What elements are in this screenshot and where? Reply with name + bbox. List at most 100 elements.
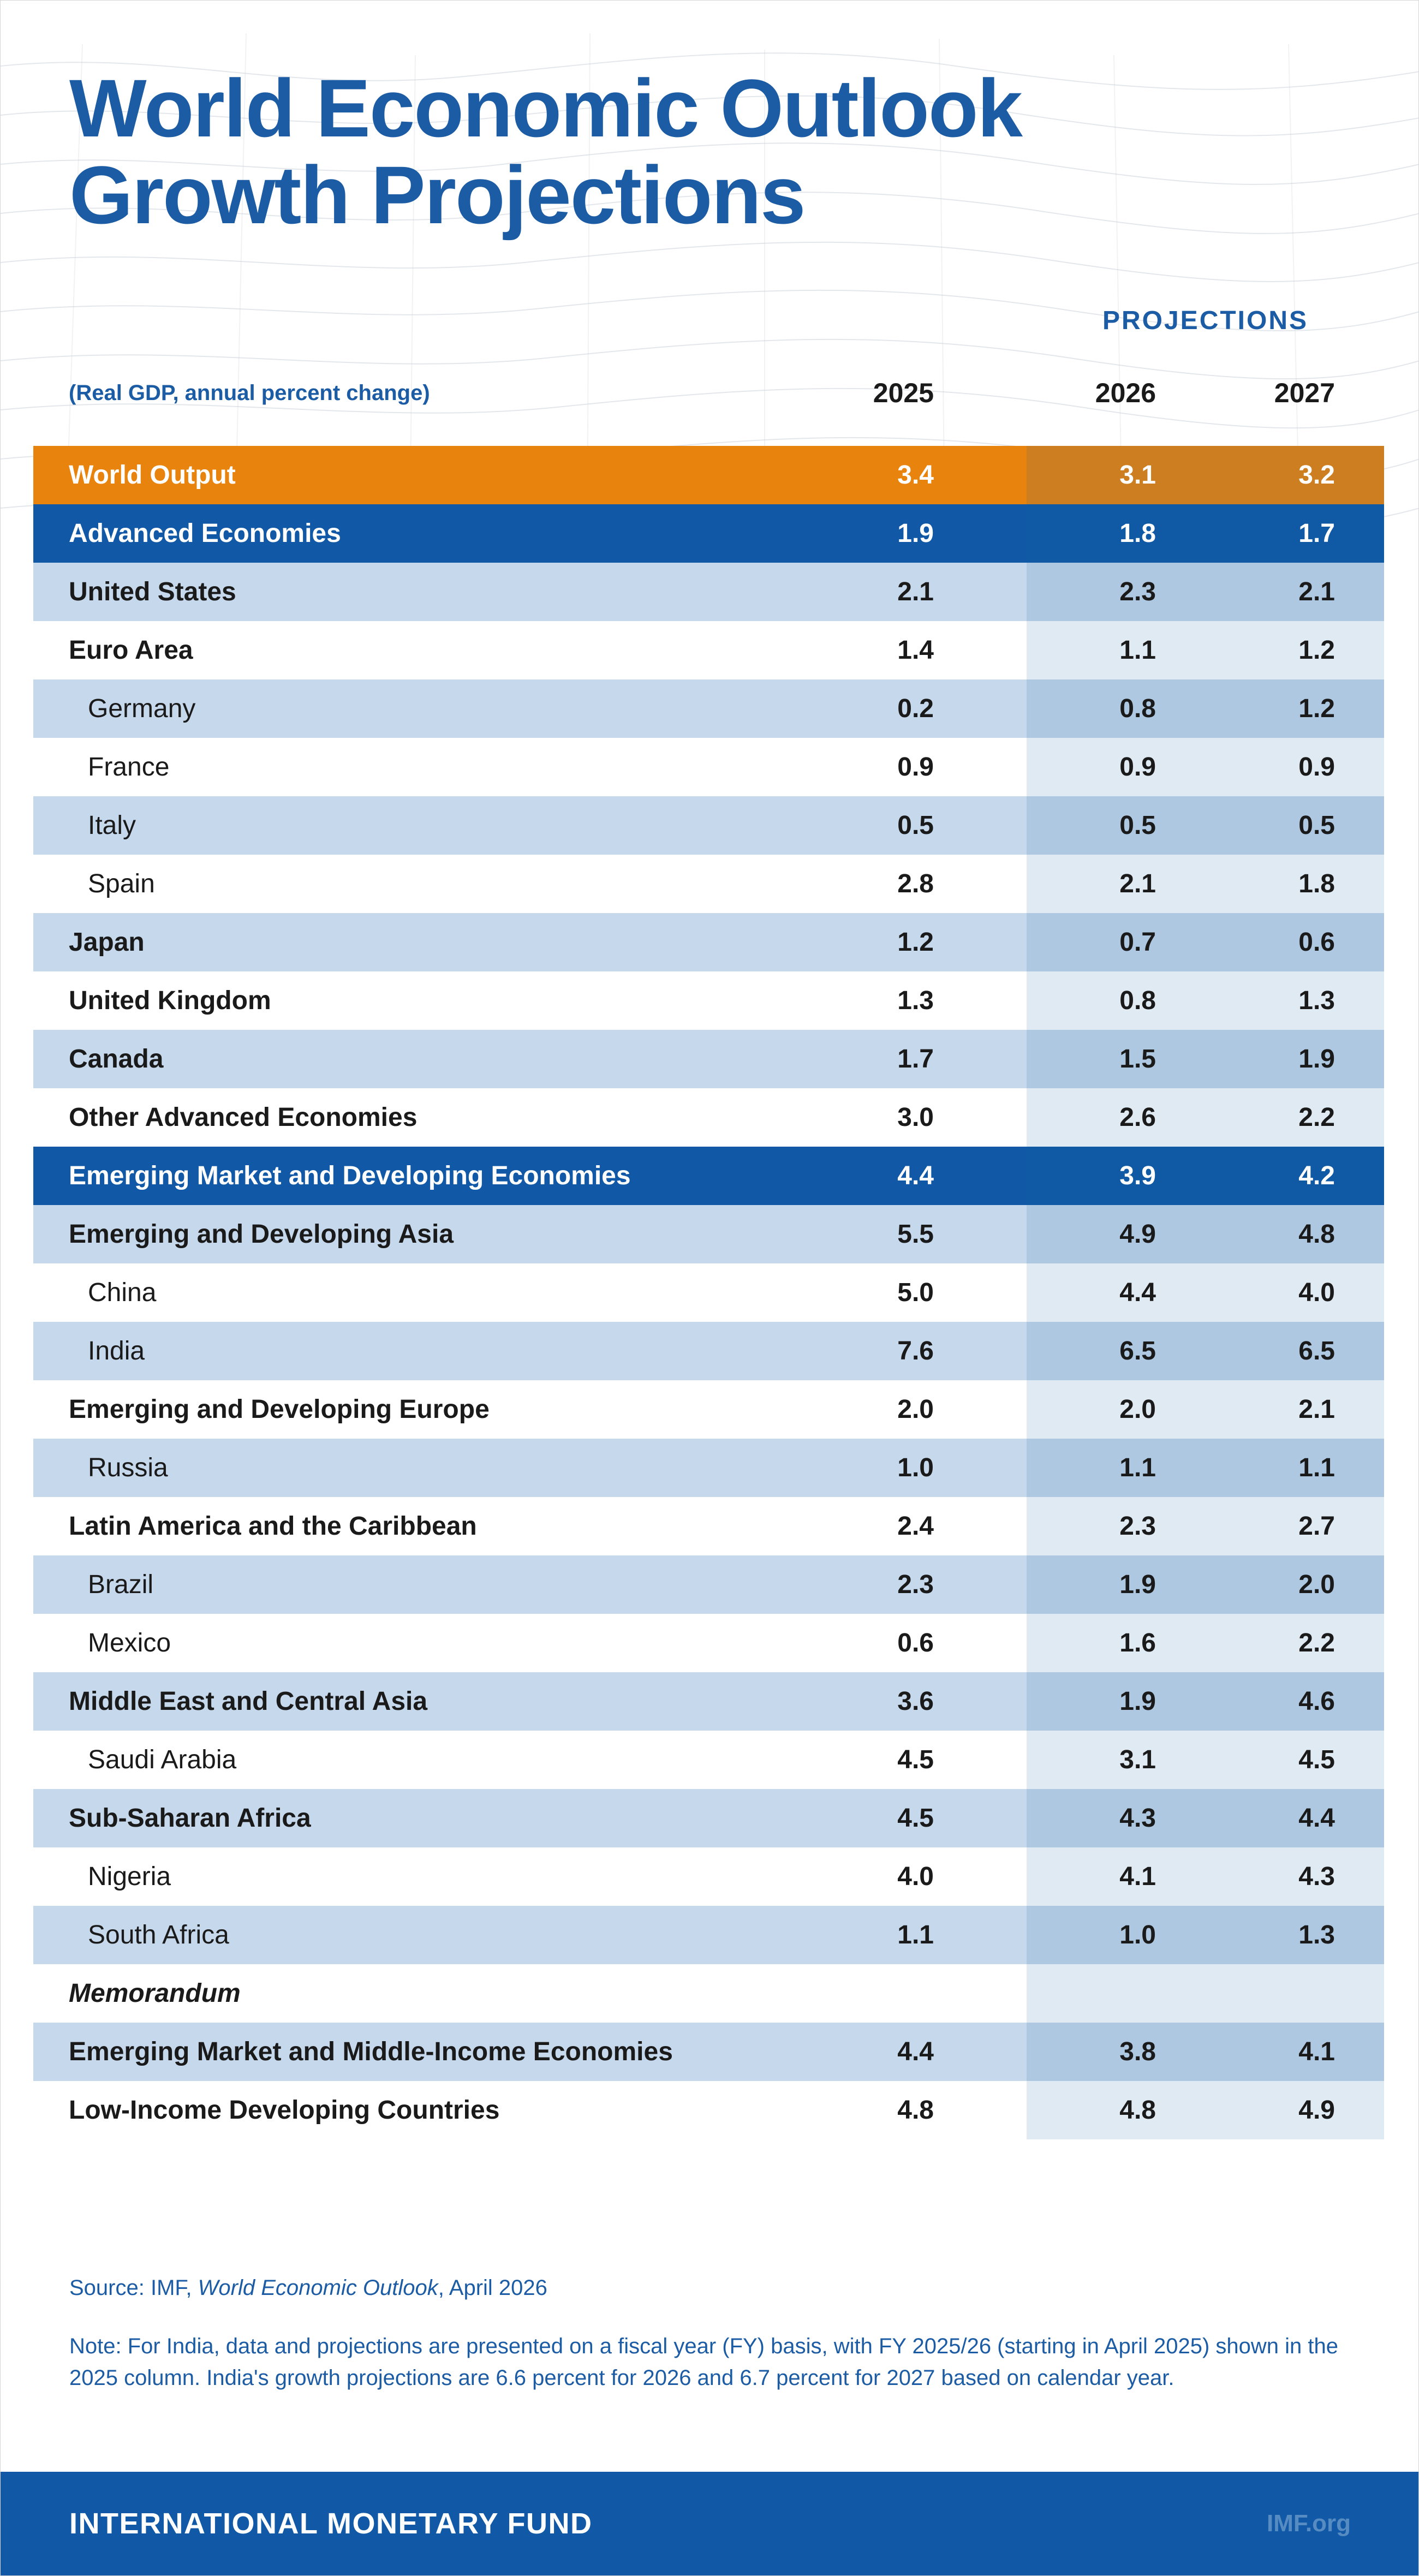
row-label: Latin America and the Caribbean	[69, 1512, 477, 1541]
row-value: 4.3	[1027, 1789, 1205, 1847]
table-row: Other Advanced Economies 3.0 2.6 2.2	[33, 1088, 1384, 1147]
row-spacer	[953, 1906, 1027, 1964]
row-label: Emerging Market and Middle-Income Econom…	[69, 2037, 673, 2066]
table-row: Germany 0.2 0.8 1.2	[33, 679, 1384, 738]
row-value: 2.1	[1027, 855, 1205, 913]
year-header-2025: 2025	[873, 378, 934, 408]
row-label: Low-Income Developing Countries	[69, 2096, 500, 2125]
row-spacer	[953, 1672, 1027, 1731]
row-value: 4.1	[1205, 2023, 1384, 2081]
table-row: United Kingdom 1.3 0.8 1.3	[33, 971, 1384, 1030]
row-label: World Output	[69, 461, 236, 490]
table-row: Euro Area 1.4 1.1 1.2	[33, 621, 1384, 679]
row-spacer	[953, 1439, 1027, 1497]
row-value: 3.8	[1027, 2023, 1205, 2081]
row-value	[789, 1964, 953, 2023]
row-value: 4.8	[1205, 1205, 1384, 1263]
row-value: 0.9	[1205, 738, 1384, 796]
row-spacer	[953, 796, 1027, 855]
row-label: South Africa	[88, 1921, 229, 1949]
table-row: Emerging and Developing Asia 5.5 4.9 4.8	[33, 1205, 1384, 1263]
row-label: Japan	[69, 928, 145, 957]
projections-label: PROJECTIONS	[1102, 306, 1309, 335]
row-spacer	[953, 1263, 1027, 1322]
row-value: 4.0	[897, 1862, 934, 1891]
row-value: 4.1	[1027, 1847, 1205, 1906]
source-line: Source: IMF, World Economic Outlook, Apr…	[69, 2276, 1418, 2300]
row-value: 3.6	[897, 1687, 934, 1716]
row-value: 4.4	[1027, 1263, 1205, 1322]
row-value: 4.0	[1205, 1263, 1384, 1322]
table-row: Spain 2.8 2.1 1.8	[33, 855, 1384, 913]
row-value: 1.6	[1027, 1614, 1205, 1672]
row-spacer	[953, 1088, 1027, 1147]
row-value: 1.1	[1027, 1439, 1205, 1497]
row-value: 4.5	[897, 1804, 934, 1833]
row-label: Sub-Saharan Africa	[69, 1804, 311, 1833]
row-label: Brazil	[88, 1570, 154, 1599]
row-value: 0.5	[1027, 796, 1205, 855]
row-value: 1.7	[1205, 504, 1384, 563]
row-value: 4.4	[897, 1161, 934, 1190]
row-spacer	[953, 504, 1027, 563]
year-header-2027: 2027	[1274, 378, 1335, 408]
row-value: 4.6	[1205, 1672, 1384, 1731]
row-spacer	[953, 621, 1027, 679]
row-value: 1.4	[897, 636, 934, 665]
table-row: Emerging and Developing Europe 2.0 2.0 2…	[33, 1380, 1384, 1439]
row-value: 1.9	[1027, 1672, 1205, 1731]
row-value: 3.4	[897, 461, 934, 490]
row-value: 0.8	[1027, 679, 1205, 738]
row-value: 0.2	[897, 694, 934, 723]
table-row: Russia 1.0 1.1 1.1	[33, 1439, 1384, 1497]
row-value: 1.9	[1027, 1555, 1205, 1614]
projections-header-row: PROJECTIONS	[33, 304, 1384, 337]
row-label: Russia	[88, 1453, 168, 1482]
year-header-2026: 2026	[1095, 378, 1156, 408]
row-label: Advanced Economies	[69, 519, 341, 548]
source-publication: World Economic Outlook	[198, 2276, 438, 2300]
row-spacer	[953, 1030, 1027, 1088]
row-value: 0.9	[897, 753, 934, 782]
table-row: Latin America and the Caribbean 2.4 2.3 …	[33, 1497, 1384, 1555]
row-label: Italy	[88, 811, 136, 840]
row-value: 4.4	[897, 2037, 934, 2066]
row-value: 1.0	[1027, 1906, 1205, 1964]
row-label: Emerging and Developing Asia	[69, 1220, 454, 1249]
row-value: 4.8	[1027, 2081, 1205, 2139]
table-row: Memorandum	[33, 1964, 1384, 2023]
row-spacer	[953, 1205, 1027, 1263]
row-value: 1.1	[897, 1921, 934, 1949]
background-topography-pattern	[1, 33, 1418, 525]
row-spacer	[953, 738, 1027, 796]
row-spacer	[953, 971, 1027, 1030]
row-label: Nigeria	[88, 1862, 171, 1891]
row-value: 0.5	[897, 811, 934, 840]
table-row: Saudi Arabia 4.5 3.1 4.5	[33, 1731, 1384, 1789]
row-value: 2.6	[1027, 1088, 1205, 1147]
row-value	[1027, 1964, 1205, 2023]
row-label: Canada	[69, 1045, 164, 1074]
row-value: 1.1	[1027, 621, 1205, 679]
row-value: 2.3	[1027, 563, 1205, 621]
row-value: 2.3	[1027, 1497, 1205, 1555]
row-value: 2.1	[1205, 1380, 1384, 1439]
row-spacer	[953, 1847, 1027, 1906]
row-spacer	[953, 2081, 1027, 2139]
row-value: 2.7	[1205, 1497, 1384, 1555]
row-value: 2.2	[1205, 1614, 1384, 1672]
row-value: 1.3	[897, 986, 934, 1015]
row-value: 1.2	[1205, 679, 1384, 738]
row-label: Germany	[88, 694, 196, 723]
row-value: 4.4	[1205, 1789, 1384, 1847]
table-row: Emerging Market and Developing Economies…	[33, 1147, 1384, 1205]
row-label: Spain	[88, 869, 155, 898]
row-spacer	[953, 1147, 1027, 1205]
row-value: 1.3	[1205, 1906, 1384, 1964]
table-body: World Output 3.4 3.1 3.2 Advanced Econom…	[1, 446, 1418, 2139]
table-row: South Africa 1.1 1.0 1.3	[33, 1906, 1384, 1964]
table-row: Canada 1.7 1.5 1.9	[33, 1030, 1384, 1088]
row-value: 2.0	[1205, 1555, 1384, 1614]
row-value: 1.0	[897, 1453, 934, 1482]
